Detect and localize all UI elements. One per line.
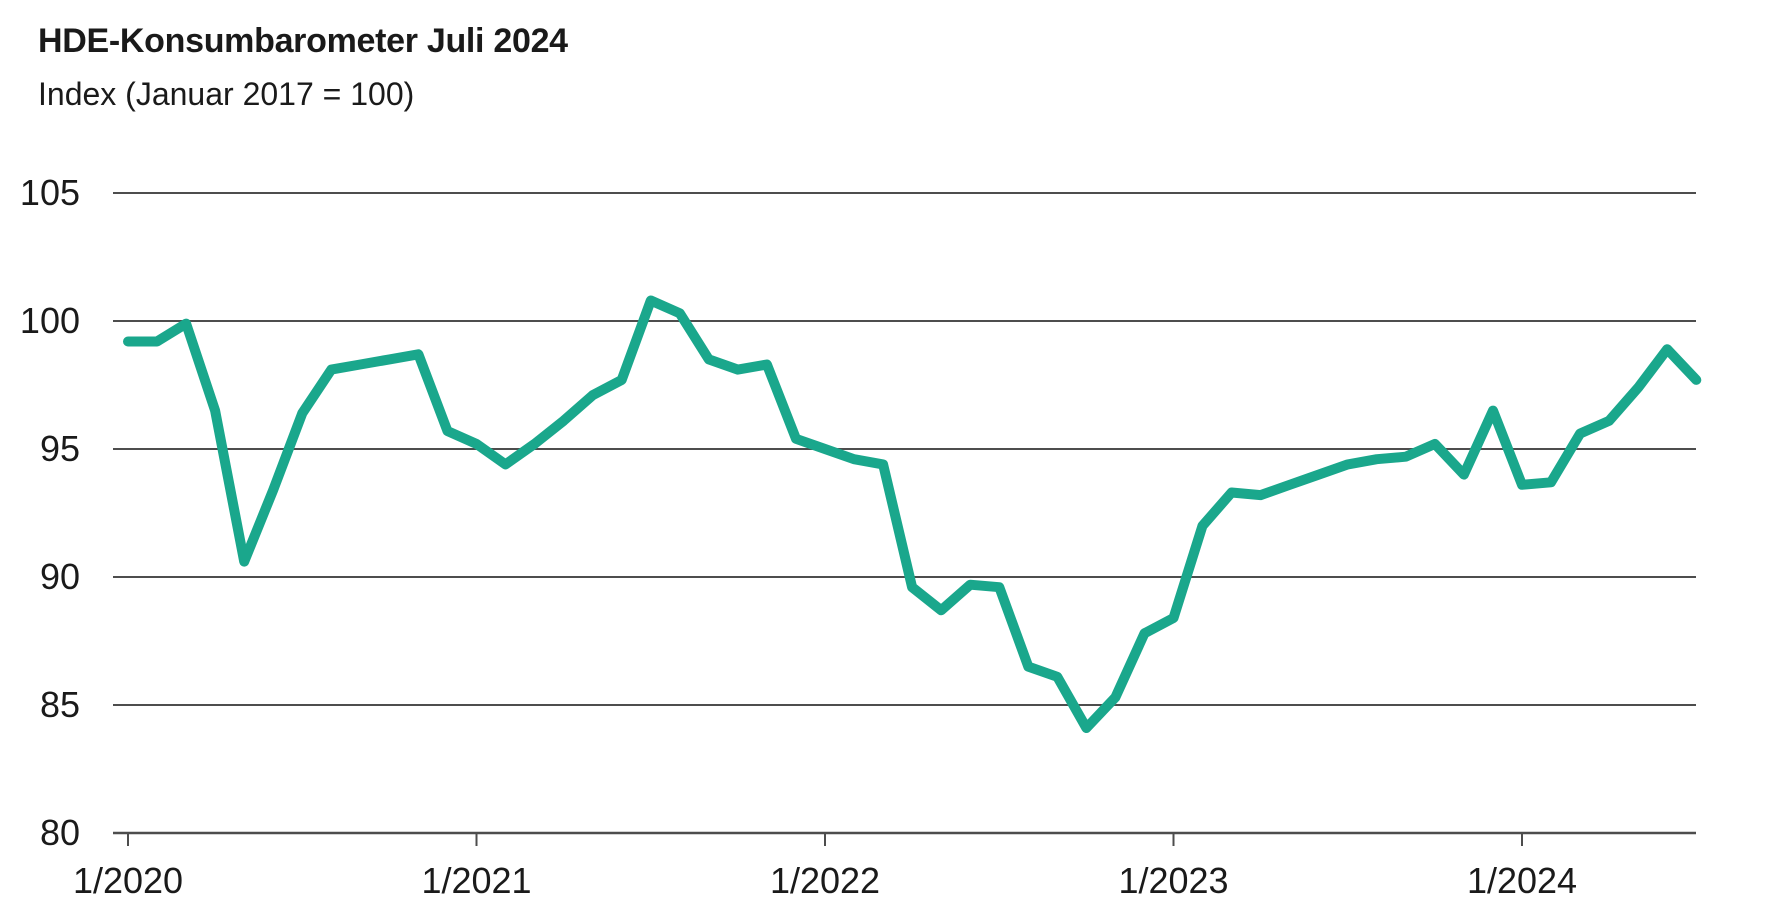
x-axis-tick-label: 1/2022: [770, 860, 880, 901]
x-axis-tick-label: 1/2020: [73, 860, 183, 901]
x-axis-tick-label: 1/2023: [1118, 860, 1228, 901]
y-axis-tick-label: 100: [20, 300, 80, 341]
y-axis-tick-label: 95: [40, 428, 80, 469]
y-axis-tick-label: 105: [20, 172, 80, 213]
y-axis-tick-label: 90: [40, 556, 80, 597]
x-axis-tick-label: 1/2021: [421, 860, 531, 901]
chart-title: HDE-Konsumbarometer Juli 2024: [38, 22, 568, 60]
data-series-line: [123, 295, 1702, 733]
x-axis-tick-label: 1/2024: [1467, 860, 1577, 901]
y-axis-tick-label: 80: [40, 812, 80, 853]
y-axis-tick-label: 85: [40, 684, 80, 725]
chart-subtitle: Index (Januar 2017 = 100): [38, 76, 415, 112]
